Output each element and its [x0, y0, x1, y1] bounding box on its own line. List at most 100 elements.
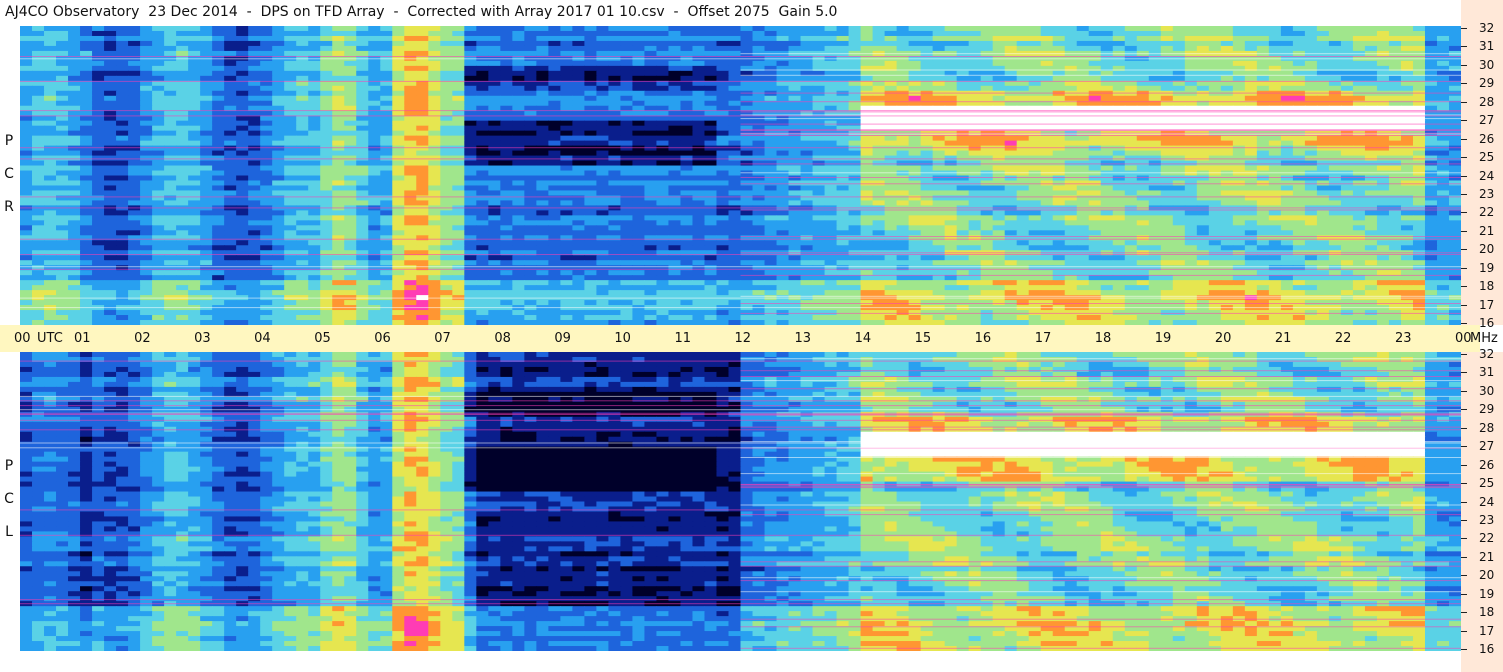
- spectrogram-cell: [896, 220, 910, 226]
- spectrogram-cell: [356, 125, 369, 132]
- spectrogram-cell: [536, 70, 549, 77]
- spectrogram-cell: [704, 30, 718, 37]
- spectrogram-cell: [1160, 150, 1174, 157]
- spectrogram-cell: [1376, 95, 1390, 102]
- spectrogram-cell: [1088, 70, 1102, 77]
- spectrogram-cell: [740, 165, 754, 172]
- spectrogram-cell: [1064, 185, 1078, 192]
- spectrogram-cell: [728, 110, 742, 117]
- spectrogram-cell: [812, 165, 826, 172]
- spectrogram-cell: [812, 60, 826, 67]
- spectrogram-cell: [1340, 220, 1354, 226]
- spectrogram-cell: [584, 200, 597, 206]
- spectrogram-cell: [392, 105, 405, 112]
- spectrogram-cell: [1088, 80, 1102, 87]
- spectrogram-cell: [224, 230, 237, 236]
- spectrogram-cell: [1268, 180, 1282, 187]
- spectrogram-cell: [164, 135, 177, 142]
- spectrogram-cell: [884, 40, 898, 47]
- spectrogram-cell: [1448, 80, 1461, 87]
- spectrogram-cell: [716, 225, 730, 231]
- spectrogram-cell: [344, 190, 357, 197]
- spectrogram-cell: [1232, 175, 1246, 182]
- spectrogram-cell: [416, 80, 429, 87]
- spectrogram-cell: [944, 160, 958, 167]
- spectrogram-cell: [1340, 125, 1354, 132]
- spectrogram-cell: [368, 170, 381, 177]
- spectrogram-cell: [1028, 155, 1042, 162]
- spectrogram-cell: [1220, 135, 1234, 142]
- spectrogram-cell: [884, 195, 898, 202]
- spectrogram-cell: [212, 215, 225, 221]
- spectrogram-cell: [1304, 75, 1318, 82]
- spectrogram-cell: [536, 210, 549, 216]
- spectrogram-cell: [1148, 26, 1162, 32]
- spectrogram-cell: [116, 175, 129, 182]
- spectrogram-cell: [68, 135, 81, 142]
- spectrogram-cell: [1100, 105, 1114, 112]
- spectrogram-cell: [1172, 155, 1186, 162]
- spectrogram-cell: [1304, 70, 1318, 77]
- spectrogram-cell: [1316, 45, 1330, 52]
- spectrogram-cell: [596, 50, 610, 57]
- spectrogram-cell: [392, 125, 405, 132]
- spectrogram-cell: [44, 225, 57, 231]
- spectrogram-cell: [344, 80, 357, 87]
- spectrogram-cell: [932, 195, 946, 202]
- spectrogram-cell: [80, 100, 93, 107]
- spectrogram-cell: [644, 165, 658, 172]
- spectrogram-cell: [332, 155, 345, 162]
- spectrogram-cell: [1280, 95, 1294, 102]
- spectrogram-cell: [1256, 210, 1270, 216]
- spectrogram-cell: [236, 230, 249, 236]
- spectrogram-cell: [692, 195, 706, 202]
- spectrogram-cell: [740, 75, 754, 82]
- spectrogram-cell: [1220, 40, 1234, 47]
- spectrogram-cell: [716, 26, 730, 32]
- spectrogram-cell: [188, 26, 201, 32]
- spectrogram-cell: [1160, 225, 1174, 231]
- spectrogram-cell: [224, 190, 237, 197]
- spectrogram-cell: [596, 225, 610, 231]
- spectrogram-cell: [56, 75, 69, 82]
- spectrogram-cell: [824, 120, 838, 127]
- spectrogram-cell: [752, 145, 766, 152]
- spectrogram-cell: [692, 75, 706, 82]
- spectrogram-cell: [464, 185, 477, 192]
- spectrogram-cell: [536, 40, 549, 47]
- spectrogram-cell: [848, 35, 862, 42]
- spectrogram-cell: [260, 215, 273, 221]
- spectrogram-cell: [992, 75, 1006, 82]
- spectrogram-cell: [1256, 70, 1270, 77]
- spectrogram-cell: [656, 75, 670, 82]
- spectrogram-cell: [560, 65, 573, 72]
- spectrogram-cell: [416, 170, 429, 177]
- spectrogram-cell: [512, 225, 525, 231]
- spectrogram-cell: [1340, 170, 1354, 177]
- spectrogram-cell: [152, 95, 165, 102]
- spectrogram-cell: [1316, 150, 1330, 157]
- spectrogram-cell: [1268, 145, 1282, 152]
- spectrogram-cell: [308, 210, 321, 216]
- spectrogram-cell: [632, 105, 646, 112]
- spectrogram-cell: [104, 185, 117, 192]
- spectrogram-cell: [1268, 85, 1282, 92]
- spectrogram-cell: [1148, 215, 1162, 221]
- spectrogram-cell: [392, 225, 405, 231]
- spectrogram-cell: [20, 180, 33, 187]
- spectrogram-cell: [368, 75, 381, 82]
- spectrogram-cell: [44, 45, 57, 52]
- spectrogram-cell: [1292, 195, 1306, 202]
- spectrogram-cell: [1340, 80, 1354, 87]
- spectrogram-cell: [152, 60, 165, 67]
- spectrogram-cell: [680, 150, 694, 157]
- spectrogram-cell: [656, 40, 670, 47]
- spectrogram-cell: [176, 75, 189, 82]
- spectrogram-cell: [128, 135, 141, 142]
- spectrogram-cell: [68, 145, 81, 152]
- spectrogram-cell: [920, 70, 934, 77]
- spectrogram-cell: [812, 200, 826, 206]
- spectrogram-cell: [536, 85, 549, 92]
- spectrogram-cell: [344, 65, 357, 72]
- spectrogram-cell: [368, 85, 381, 92]
